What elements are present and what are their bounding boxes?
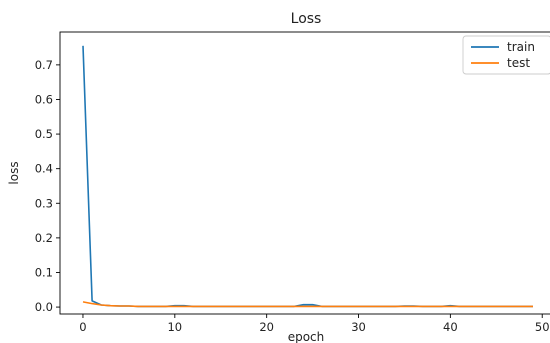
y-tick-label: 0.3 <box>35 196 53 210</box>
legend-label-train: train <box>507 40 535 54</box>
x-axis-label: epoch <box>288 330 325 343</box>
legend-label-test: test <box>507 56 530 70</box>
y-axis: 0.0 0.1 0.2 0.3 0.4 0.5 0.6 0.7 <box>35 58 60 314</box>
legend: train test <box>463 36 550 74</box>
x-tick-label: 20 <box>259 320 274 334</box>
y-tick-label: 0.5 <box>35 127 53 141</box>
y-tick-label: 0.2 <box>35 231 53 245</box>
x-tick-label: 10 <box>167 320 182 334</box>
x-tick-label: 0 <box>79 320 86 334</box>
y-tick-label: 0.0 <box>35 300 53 314</box>
x-tick-label: 50 <box>535 320 550 334</box>
y-tick-label: 0.4 <box>35 162 53 176</box>
y-tick-label: 0.6 <box>35 92 53 106</box>
y-tick-label: 0.1 <box>35 265 53 279</box>
y-tick-label: 0.7 <box>35 58 53 72</box>
x-tick-label: 30 <box>351 320 366 334</box>
x-tick-label: 40 <box>443 320 458 334</box>
y-axis-label: loss <box>7 161 21 184</box>
plot-area <box>83 46 533 307</box>
series-line-train <box>83 46 533 307</box>
chart-title: Loss <box>291 11 322 27</box>
